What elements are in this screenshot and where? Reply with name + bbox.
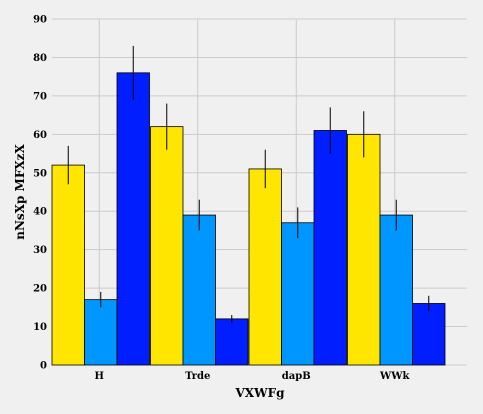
x-tick-label: WWk (379, 371, 410, 382)
x-tick-label: Trde (185, 371, 210, 382)
y-tick-labels: 0 10 20 30 40 50 60 70 80 90 (33, 15, 47, 372)
bar (412, 303, 446, 366)
y-tick-label: 80 (33, 53, 47, 64)
y-tick-label: 50 (33, 168, 47, 179)
bar (182, 214, 216, 366)
bar (379, 214, 413, 366)
bar (150, 126, 184, 366)
bar (248, 168, 282, 366)
bar (84, 299, 118, 366)
bar (347, 133, 381, 366)
error-bars (67, 45, 430, 323)
y-tick-label: 10 (33, 322, 47, 333)
y-tick-label: 30 (33, 245, 47, 256)
bar (313, 130, 347, 366)
bar (51, 164, 85, 366)
y-tick-label: 0 (40, 361, 47, 372)
x-tick-label: dapB (282, 371, 311, 382)
y-axis-label: nNsXp MFXzX (13, 144, 27, 240)
x-axis-label: VXWFg (234, 386, 285, 400)
bar (215, 318, 249, 366)
x-tick-label: H (95, 371, 104, 382)
y-tick-label: 40 (33, 207, 47, 218)
y-tick-label: 20 (33, 284, 47, 295)
y-tick-label: 70 (33, 91, 47, 102)
y-tick-label: 60 (33, 130, 47, 141)
bar (116, 72, 150, 366)
x-tick-labels: H Trde dapB WWk (95, 371, 411, 382)
bar (281, 222, 315, 366)
y-tick-label: 90 (33, 15, 47, 26)
bars (51, 72, 446, 366)
